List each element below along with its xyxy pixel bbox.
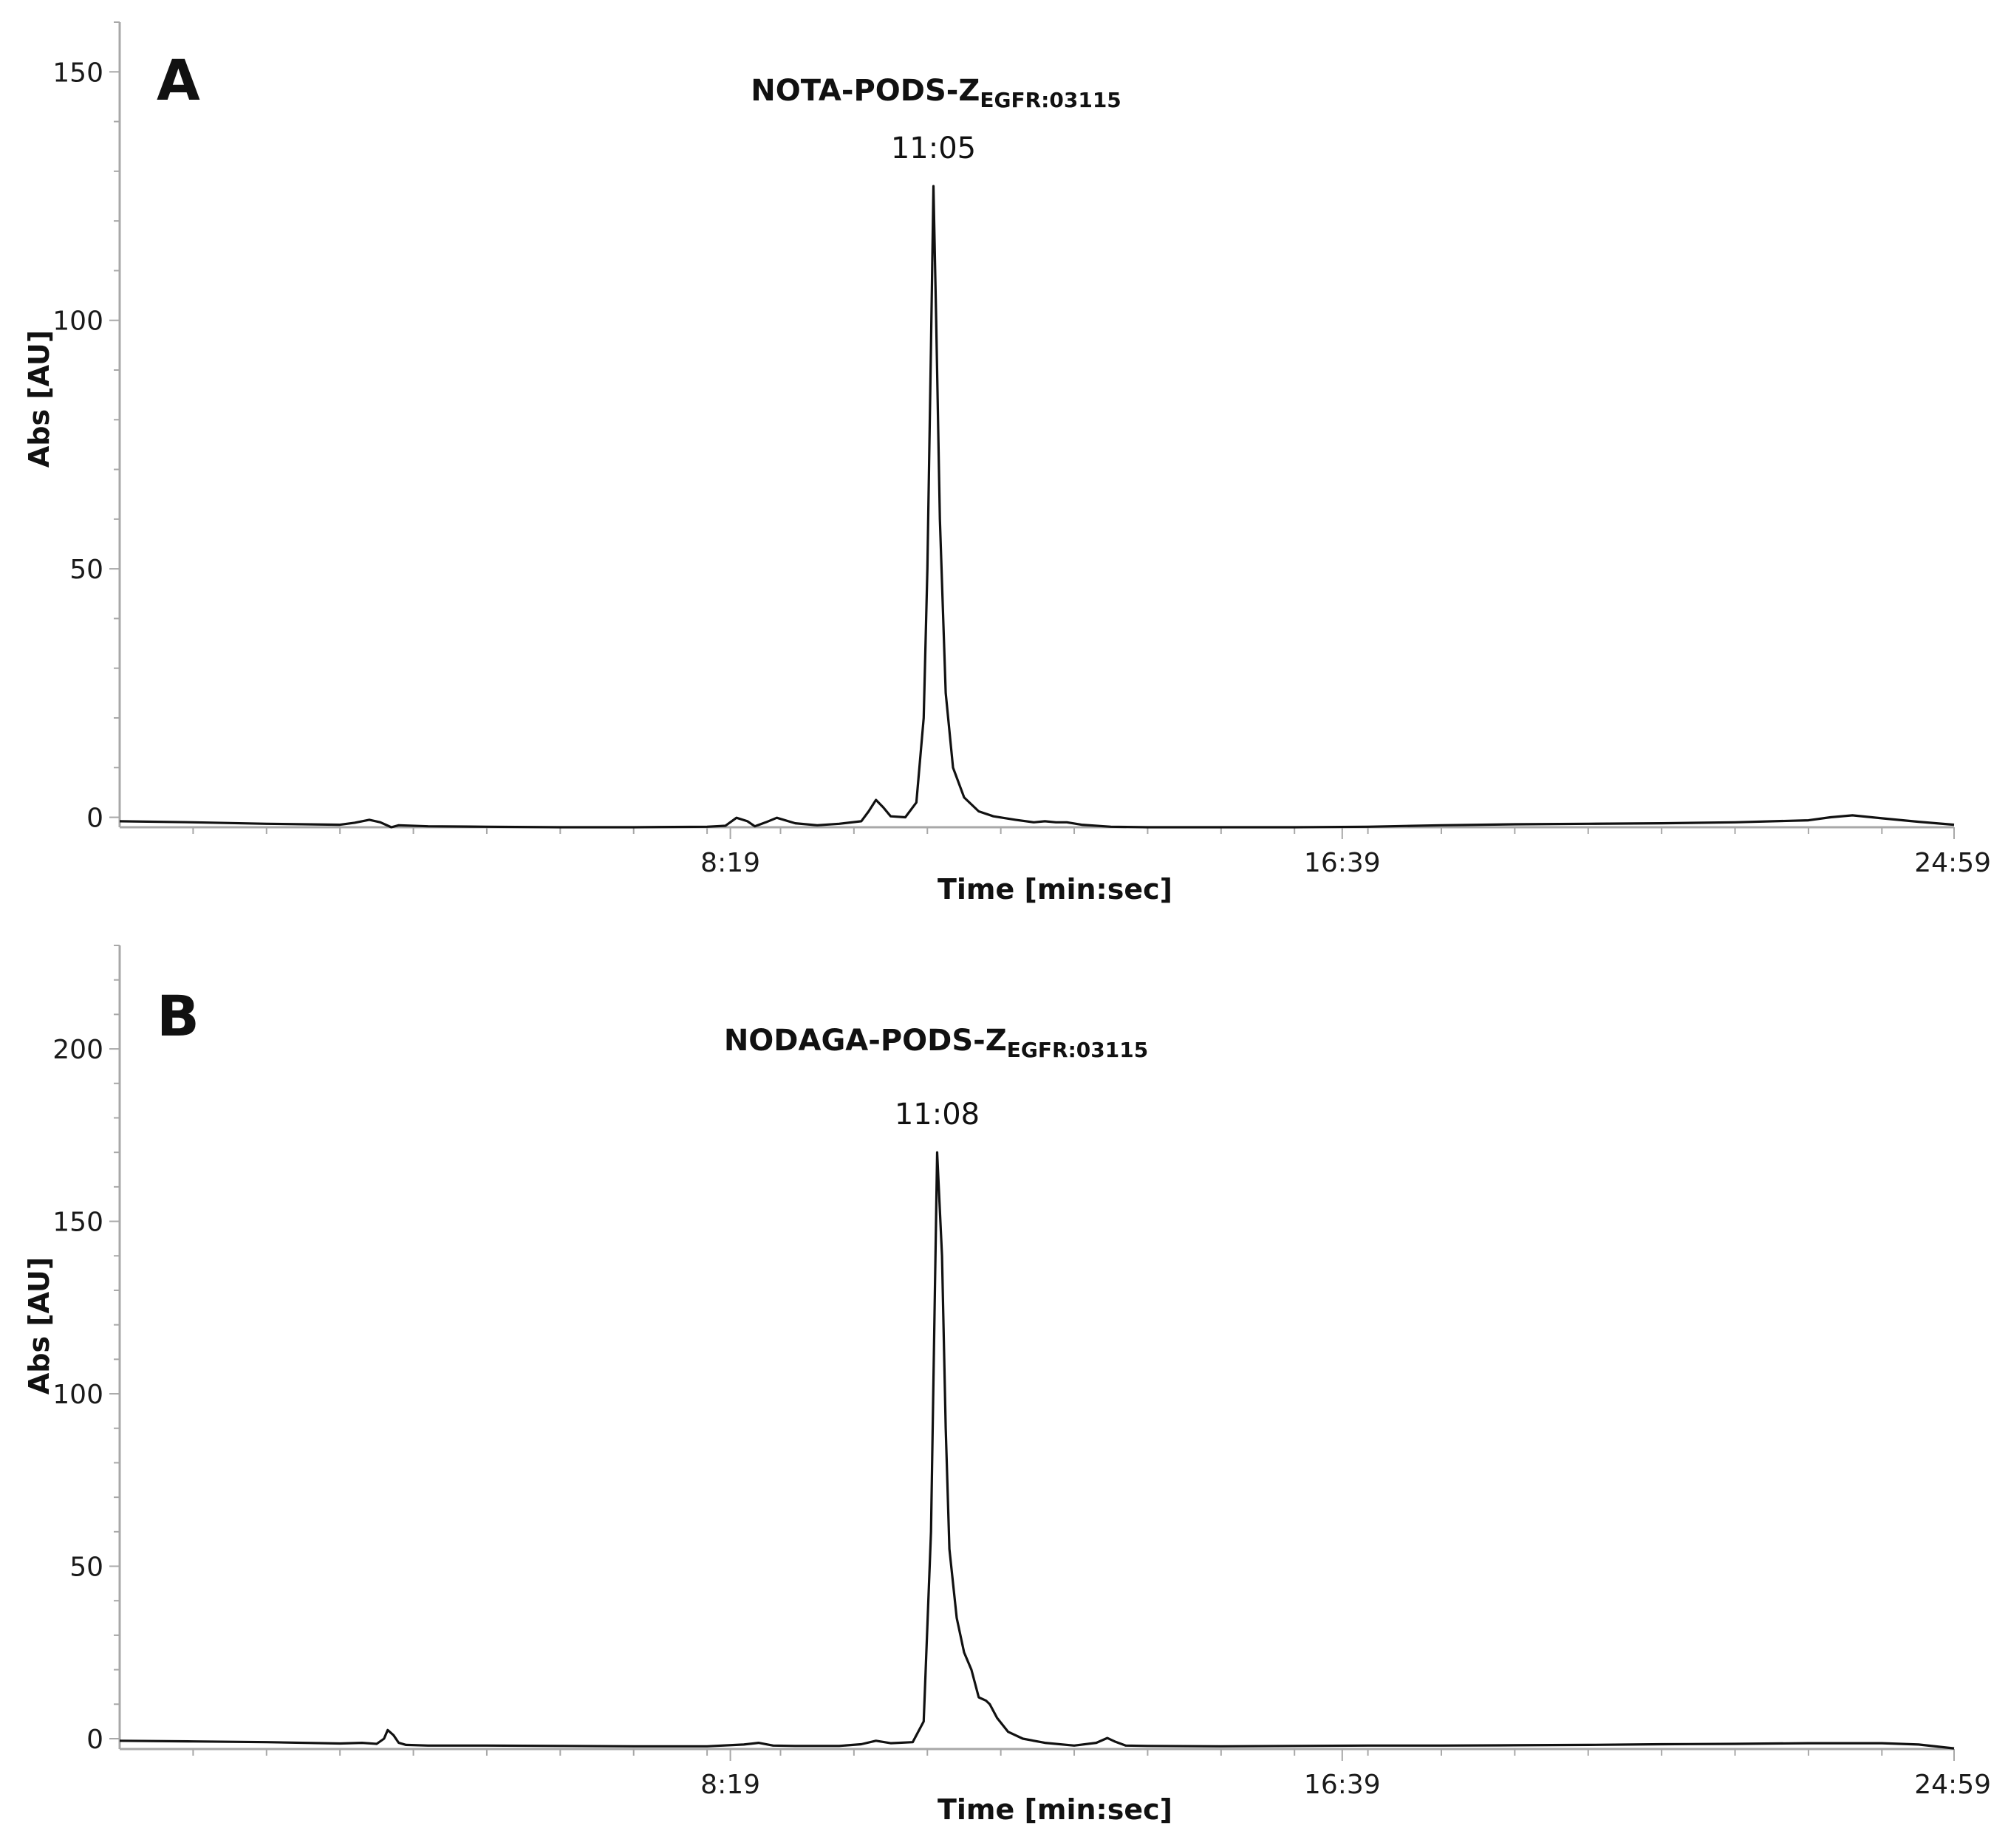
x-tick-label: 8:19 <box>700 1770 760 1800</box>
peak-retention-label: 11:08 <box>895 1098 980 1132</box>
y-axis-title: Abs [AU] <box>23 330 55 468</box>
y-tick-label: 100 <box>52 1380 103 1410</box>
chromatogram-trace <box>119 1151 1955 1750</box>
compound-name: NODAGA-PODS-Z <box>724 1024 1007 1058</box>
chromatogram-panel-a: A NOTA-PODS-ZEGFR:03115 Abs [AU] Time [m… <box>23 21 1991 906</box>
x-tick-label: 24:59 <box>1914 848 1991 878</box>
y-tick-label: 200 <box>52 1035 103 1065</box>
x-tick-label: 8:19 <box>700 848 760 878</box>
y-tick-label: 50 <box>69 555 103 585</box>
compound-title: NODAGA-PODS-ZEGFR:03115 <box>724 1024 1148 1062</box>
x-axis-title: Time [min:sec] <box>938 1793 1172 1826</box>
x-tick-label: 16:39 <box>1304 848 1381 878</box>
x-axis-title: Time [min:sec] <box>938 873 1172 906</box>
y-tick-label: 0 <box>86 1725 103 1755</box>
chromatogram-trace <box>119 185 1955 829</box>
y-tick-label: 150 <box>52 58 103 88</box>
chromatogram-panel-b: B NODAGA-PODS-ZEGFR:03115 Abs [AU] Time … <box>23 945 1991 1826</box>
y-tick-label: 50 <box>69 1553 103 1583</box>
y-tick-label: 100 <box>52 307 103 337</box>
y-tick-label: 150 <box>52 1208 103 1238</box>
x-tick-label: 16:39 <box>1304 1770 1381 1800</box>
x-tick-label: 24:59 <box>1914 1770 1991 1800</box>
compound-subscript: EGFR:03115 <box>980 88 1121 112</box>
panel-label: A <box>157 47 200 113</box>
compound-name: NOTA-PODS-Z <box>751 74 980 108</box>
peak-retention-label: 11:05 <box>891 131 976 165</box>
compound-subscript: EGFR:03115 <box>1007 1038 1148 1062</box>
y-axis-title: Abs [AU] <box>23 1257 55 1394</box>
panel-label: B <box>157 983 199 1049</box>
y-tick-label: 0 <box>86 804 103 834</box>
compound-title: NOTA-PODS-ZEGFR:03115 <box>751 74 1121 112</box>
